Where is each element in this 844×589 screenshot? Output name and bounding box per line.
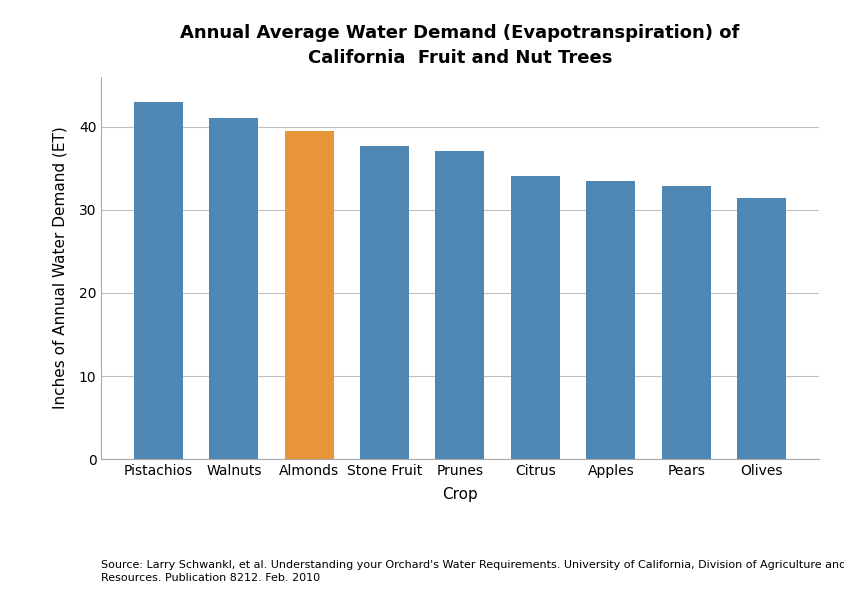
X-axis label: Crop: Crop	[442, 487, 478, 502]
Y-axis label: Inches of Annual Water Demand (ET): Inches of Annual Water Demand (ET)	[52, 127, 68, 409]
Text: Source: Larry Schwankl, et al. Understanding your Orchard's Water Requirements. : Source: Larry Schwankl, et al. Understan…	[101, 560, 844, 583]
Bar	[209, 118, 258, 459]
Bar	[284, 131, 333, 459]
Bar	[134, 101, 183, 459]
Bar	[662, 187, 711, 459]
Bar	[436, 151, 484, 459]
Bar	[511, 177, 560, 459]
Bar	[360, 145, 409, 459]
Bar	[737, 198, 786, 459]
Title: Annual Average Water Demand (Evapotranspiration) of
California  Fruit and Nut Tr: Annual Average Water Demand (Evapotransp…	[181, 24, 739, 67]
Bar	[587, 181, 636, 459]
